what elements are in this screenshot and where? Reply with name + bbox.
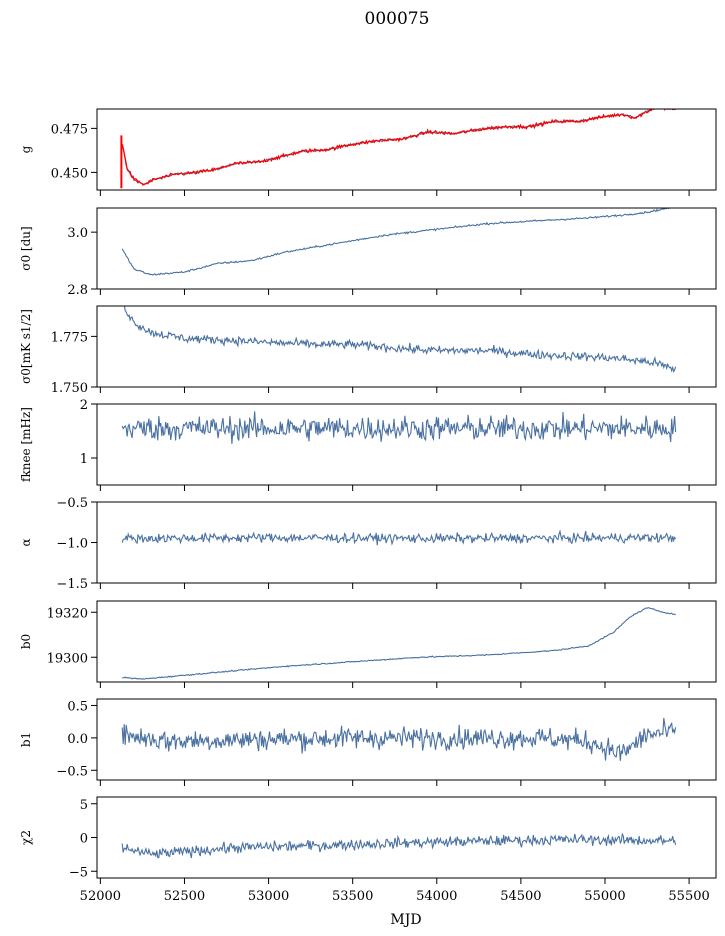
- x-tick-label: 54500: [500, 889, 541, 904]
- y-tick-label: 0.475: [51, 122, 88, 137]
- y-tick-label: 0.450: [51, 166, 88, 181]
- series-line-1-2: [121, 109, 677, 186]
- x-axis-label: MJD: [390, 912, 421, 928]
- y-tick-label: 0: [80, 832, 88, 847]
- x-tick-label: 53500: [332, 889, 373, 904]
- y-axis-label: α: [19, 538, 33, 546]
- panel-2: 2.8 3.0 σ0 [du]: [19, 207, 717, 298]
- y-tick-label: 1.775: [51, 330, 88, 345]
- x-tick-label: 54000: [416, 889, 457, 904]
- series-line-2-1: [121, 208, 674, 276]
- series-line-8-1: [121, 832, 677, 859]
- panel-7: −0.5 0.0 0.5 b1: [19, 698, 717, 786]
- panel-6: 19300 19320 b0: [19, 600, 717, 688]
- y-tick-label: 0.5: [67, 699, 88, 714]
- x-tick-label: 53000: [248, 889, 289, 904]
- x-tick-label: 52000: [80, 889, 121, 904]
- y-tick-label: 19320: [47, 606, 88, 621]
- y-axis-label: b1: [19, 732, 33, 747]
- y-tick-label: −1.0: [56, 537, 88, 552]
- y-tick-label: 3.0: [67, 226, 88, 241]
- panel-8: −5 0 5 χ2 52000 52500 53000 53500 54000 54500 5500…: [19, 796, 717, 904]
- panel-4: 1 2 fknee [mHz]: [19, 398, 717, 491]
- y-axis-label: fknee [mHz]: [19, 407, 33, 482]
- x-tick-label: 55500: [668, 889, 709, 904]
- y-tick-label: 1.750: [51, 381, 88, 396]
- series-line-7-1: [121, 717, 677, 761]
- panel-frame: [96, 108, 717, 191]
- panel-3: 1.750 1.775 σ0[mK s1/2]: [19, 305, 717, 396]
- x-tick-label: 52500: [164, 889, 205, 904]
- x-tick-label: 55000: [584, 889, 625, 904]
- y-axis-label: g: [19, 145, 33, 153]
- panel-frame: [96, 207, 717, 290]
- y-tick-label: 2: [80, 398, 88, 413]
- y-tick-label: −5: [69, 865, 88, 880]
- y-tick-label: −0.5: [56, 496, 88, 511]
- y-tick-label: 5: [80, 798, 88, 813]
- panel-frame: [96, 698, 717, 781]
- y-tick-label: 0.0: [67, 732, 88, 747]
- panel-frame: [96, 305, 717, 388]
- series-line-5-1: [121, 529, 677, 546]
- y-tick-label: 2.8: [67, 283, 88, 298]
- y-tick-label: −0.5: [56, 764, 88, 779]
- panel-5: −1.5 −1.0 −0.5 α: [19, 496, 717, 592]
- panel-frame: [96, 403, 717, 486]
- panel-1: 0.450 0.475 g: [19, 108, 717, 196]
- y-tick-label: −1.5: [56, 577, 88, 592]
- series-line-6-1: [122, 607, 676, 680]
- figure-title: 000075: [365, 9, 430, 29]
- y-axis-label: b0: [19, 634, 33, 649]
- series-line-3-1: [121, 306, 677, 373]
- y-axis-label: σ0[mK s1/2]: [19, 309, 33, 384]
- y-axis-label: χ2: [19, 830, 33, 845]
- y-tick-label: 1: [80, 452, 88, 467]
- series-line-4-1: [121, 411, 677, 444]
- panel-frame: [96, 600, 717, 683]
- y-axis-label: σ0 [du]: [19, 226, 33, 270]
- y-tick-label: 19300: [47, 651, 88, 666]
